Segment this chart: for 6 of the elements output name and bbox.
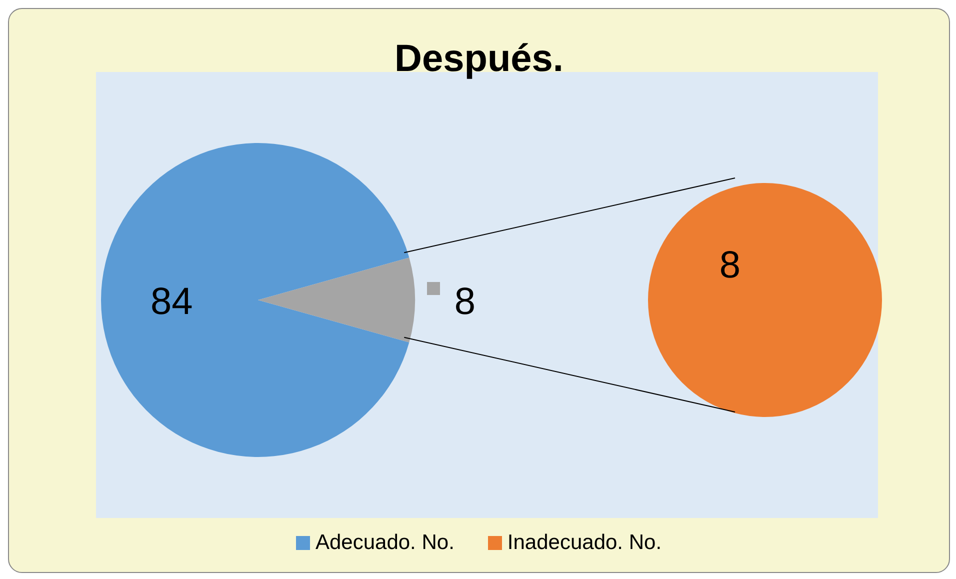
data-label: 8: [454, 281, 476, 324]
legend-label: Adecuado. No.: [315, 531, 454, 555]
data-label: 8: [719, 244, 740, 286]
chart-title: Después.: [394, 37, 564, 81]
legend-label: Inadecuado. No.: [507, 531, 662, 555]
data-label: 84: [150, 281, 193, 324]
